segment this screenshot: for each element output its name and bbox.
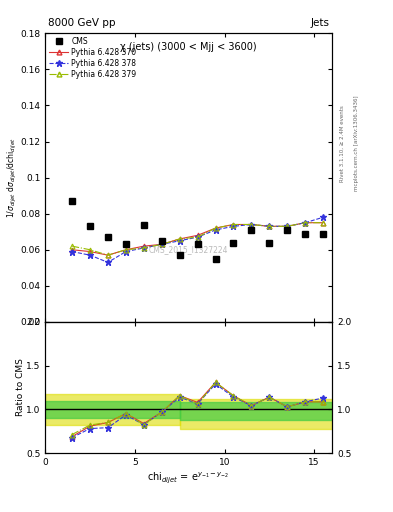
Pythia 6.428 370: [141, 243, 146, 249]
CMS: [303, 230, 308, 237]
Pythia 6.428 378: [231, 223, 236, 229]
Pythia 6.428 370: [160, 241, 164, 247]
CMS: [88, 223, 92, 229]
Pythia 6.428 378: [213, 227, 218, 233]
Text: χ (jets) (3000 < Mjj < 3600): χ (jets) (3000 < Mjj < 3600): [120, 42, 257, 52]
Pythia 6.428 379: [70, 243, 74, 249]
CMS: [321, 230, 325, 237]
Pythia 6.428 378: [106, 259, 110, 265]
Pythia 6.428 379: [321, 220, 325, 226]
Pythia 6.428 370: [321, 220, 325, 226]
Text: mcplots.cern.ch [arXiv:1306.3436]: mcplots.cern.ch [arXiv:1306.3436]: [354, 96, 359, 191]
Pythia 6.428 370: [88, 248, 92, 254]
Pythia 6.428 378: [321, 214, 325, 220]
Pythia 6.428 378: [303, 220, 308, 226]
Pythia 6.428 378: [249, 221, 254, 227]
Y-axis label: 1/$\sigma_{dijet}$ d$\sigma_{dijet}$/dchi$_{dijet}$: 1/$\sigma_{dijet}$ d$\sigma_{dijet}$/dch…: [6, 137, 19, 218]
Pythia 6.428 370: [70, 247, 74, 253]
Pythia 6.428 379: [195, 234, 200, 240]
Pythia 6.428 379: [285, 223, 290, 229]
Line: Pythia 6.428 378: Pythia 6.428 378: [69, 214, 326, 266]
CMS: [141, 221, 146, 227]
Pythia 6.428 379: [123, 247, 128, 253]
Pythia 6.428 370: [303, 220, 308, 226]
Pythia 6.428 370: [106, 252, 110, 258]
Y-axis label: Ratio to CMS: Ratio to CMS: [16, 358, 25, 416]
Pythia 6.428 370: [285, 223, 290, 229]
Pythia 6.428 378: [123, 248, 128, 254]
CMS: [195, 241, 200, 247]
CMS: [231, 240, 236, 246]
Pythia 6.428 370: [177, 236, 182, 242]
Pythia 6.428 378: [195, 234, 200, 240]
Pythia 6.428 379: [231, 221, 236, 227]
Pythia 6.428 379: [106, 252, 110, 258]
Pythia 6.428 378: [88, 252, 92, 258]
Pythia 6.428 378: [70, 248, 74, 254]
Pythia 6.428 378: [177, 238, 182, 244]
Pythia 6.428 378: [285, 223, 290, 229]
Pythia 6.428 370: [195, 232, 200, 239]
CMS: [213, 255, 218, 262]
Pythia 6.428 379: [88, 247, 92, 253]
Text: Jets: Jets: [310, 17, 329, 28]
Pythia 6.428 370: [123, 247, 128, 253]
Pythia 6.428 379: [141, 245, 146, 251]
CMS: [249, 227, 254, 233]
Pythia 6.428 378: [141, 245, 146, 251]
Pythia 6.428 378: [160, 241, 164, 247]
Pythia 6.428 370: [231, 221, 236, 227]
Pythia 6.428 379: [249, 221, 254, 227]
Text: CMS_2015_I1327224: CMS_2015_I1327224: [149, 245, 228, 254]
CMS: [70, 198, 74, 204]
Line: Pythia 6.428 370: Pythia 6.428 370: [70, 220, 325, 258]
Line: CMS: CMS: [69, 198, 326, 262]
CMS: [177, 252, 182, 258]
Pythia 6.428 379: [213, 225, 218, 231]
Line: Pythia 6.428 379: Pythia 6.428 379: [70, 220, 325, 258]
Legend: CMS, Pythia 6.428 370, Pythia 6.428 378, Pythia 6.428 379: CMS, Pythia 6.428 370, Pythia 6.428 378,…: [49, 37, 136, 79]
Pythia 6.428 370: [213, 225, 218, 231]
Pythia 6.428 370: [249, 221, 254, 227]
Pythia 6.428 378: [267, 223, 272, 229]
Pythia 6.428 379: [177, 236, 182, 242]
X-axis label: chi$_{dijet}$ = e$^{y_{-1}-y_{-2}}$: chi$_{dijet}$ = e$^{y_{-1}-y_{-2}}$: [147, 470, 230, 484]
Pythia 6.428 379: [160, 241, 164, 247]
CMS: [267, 240, 272, 246]
Pythia 6.428 379: [267, 223, 272, 229]
Text: Rivet 3.1.10, ≥ 2.4M events: Rivet 3.1.10, ≥ 2.4M events: [340, 105, 345, 182]
CMS: [160, 238, 164, 244]
CMS: [106, 234, 110, 240]
Pythia 6.428 379: [303, 220, 308, 226]
CMS: [285, 227, 290, 233]
CMS: [123, 241, 128, 247]
Text: 8000 GeV pp: 8000 GeV pp: [48, 17, 116, 28]
Pythia 6.428 370: [267, 223, 272, 229]
